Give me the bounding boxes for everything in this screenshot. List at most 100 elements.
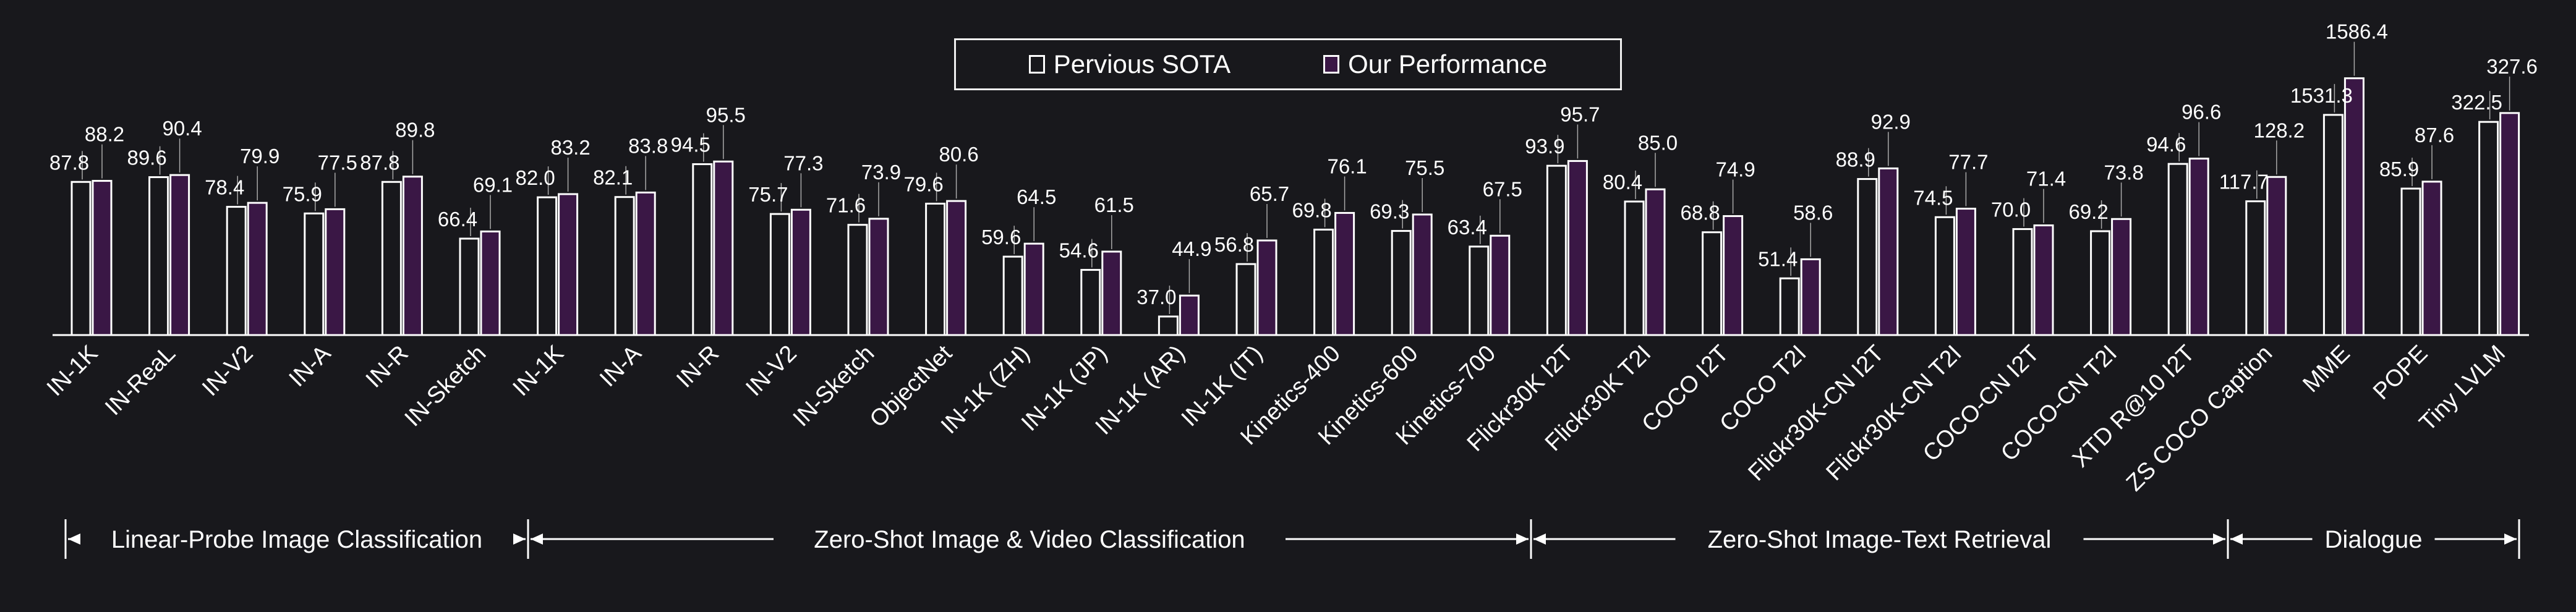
group-arrowhead-left: [2230, 533, 2243, 545]
data-label-previous-sota: 82.0: [515, 166, 555, 189]
bar-previous-sota: [459, 237, 480, 336]
bar-previous-sota: [1857, 178, 1878, 336]
data-label-previous-sota: 93.9: [1525, 135, 1564, 158]
data-label-previous-sota: 54.6: [1059, 239, 1099, 262]
bar-previous-sota: [2167, 163, 2188, 336]
data-label-our-performance: 79.9: [240, 145, 279, 168]
data-label-previous-sota: 117.7: [2219, 171, 2269, 193]
bar-our-performance: [247, 202, 268, 336]
data-label-previous-sota: 87.8: [49, 151, 89, 174]
data-label-previous-sota: 88.9: [1836, 148, 1875, 171]
x-tick-label: POPE: [2368, 341, 2433, 405]
data-label-our-performance: 58.6: [1793, 201, 1833, 224]
bar-previous-sota: [2090, 230, 2111, 336]
data-label-our-performance: 80.6: [939, 143, 978, 166]
bar-previous-sota: [381, 181, 402, 336]
group-arrowhead-right: [513, 533, 526, 545]
bar-our-performance: [1645, 188, 1666, 336]
legend-label-previous-sota: Pervious SOTA: [1053, 49, 1231, 79]
data-label-our-performance: 76.1: [1327, 155, 1367, 177]
data-label-previous-sota: 66.4: [438, 208, 477, 231]
data-label-our-performance: 83.2: [550, 136, 590, 159]
data-label-previous-sota: 82.1: [593, 166, 633, 189]
bar-our-performance: [868, 218, 889, 336]
legend-item-previous-sota: Pervious SOTA: [1028, 49, 1231, 79]
group-label: Dialogue: [2325, 526, 2423, 553]
data-label-previous-sota: 70.0: [1991, 198, 2031, 221]
x-tick-label: IN-A: [595, 340, 647, 392]
bar-previous-sota: [537, 196, 558, 336]
data-label-our-performance: 95.5: [706, 103, 746, 126]
legend-item-our-performance: Our Performance: [1323, 49, 1547, 79]
x-tick-label: Flickr30K-CN I2T: [1743, 341, 1889, 487]
data-label-our-performance: 90.4: [162, 117, 202, 140]
data-label-previous-sota: 59.6: [981, 226, 1021, 249]
data-label-our-performance: 88.2: [85, 123, 124, 146]
bar-previous-sota: [1624, 200, 1645, 336]
data-label-previous-sota: 68.8: [1680, 202, 1720, 224]
x-tick-label: IN-1K: [508, 341, 569, 401]
bar-our-performance: [635, 191, 656, 336]
bar-previous-sota: [692, 163, 713, 336]
data-label-our-performance: 44.9: [1172, 237, 1211, 260]
group-arrowhead-right: [2213, 533, 2225, 545]
group-arrowhead-left: [1533, 533, 1546, 545]
x-tick-label: IN-R: [672, 341, 724, 393]
data-label-our-performance: 65.7: [1250, 182, 1289, 205]
group-arrowhead-right: [2504, 533, 2517, 545]
data-label-previous-sota: 322.5: [2451, 91, 2502, 114]
bar-our-performance: [946, 200, 967, 336]
bar-our-performance: [1878, 167, 1899, 336]
data-label-previous-sota: 94.5: [671, 134, 710, 156]
data-label-our-performance: 69.1: [473, 173, 513, 196]
bar-previous-sota: [2322, 114, 2344, 336]
group-arrowhead-right: [1516, 533, 1529, 545]
data-label-previous-sota: 75.7: [748, 183, 788, 206]
bar-our-performance: [1567, 159, 1588, 336]
bar-previous-sota: [1002, 255, 1023, 336]
data-label-our-performance: 83.8: [628, 134, 668, 157]
legend-swatch-previous-sota: [1028, 55, 1045, 74]
bar-our-performance: [713, 160, 734, 336]
bar-previous-sota: [1934, 216, 1955, 336]
bar-previous-sota: [1235, 263, 1256, 336]
bar-our-performance: [1334, 211, 1355, 336]
data-label-previous-sota: 1531.3: [2290, 84, 2353, 107]
group-label: Zero-Shot Image & Video Classification: [814, 526, 1245, 553]
data-label-previous-sota: 69.3: [1370, 200, 1409, 223]
bar-our-performance: [1490, 234, 1511, 336]
data-label-previous-sota: 87.8: [360, 151, 399, 174]
bar-our-performance: [1179, 294, 1200, 336]
bar-previous-sota: [614, 196, 635, 336]
data-label-our-performance: 85.0: [1638, 131, 1678, 154]
bar-our-performance: [1723, 215, 1744, 336]
data-label-previous-sota: 89.6: [127, 147, 166, 169]
x-tick-label: IN-R: [361, 341, 414, 393]
bar-our-performance: [1955, 208, 1976, 336]
bar-previous-sota: [1080, 269, 1101, 336]
data-label-previous-sota: 63.4: [1448, 216, 1487, 239]
group-arrowhead-left: [68, 533, 80, 545]
bar-our-performance: [2188, 158, 2209, 336]
bar-our-performance: [1023, 242, 1044, 336]
x-tick-label: Tiny LVLM: [2415, 341, 2510, 436]
bar-previous-sota: [847, 224, 868, 336]
bar-previous-sota: [1702, 231, 1723, 336]
legend-label-our-performance: Our Performance: [1348, 49, 1548, 79]
bar-our-performance: [1800, 258, 1821, 336]
bar-previous-sota: [148, 176, 169, 336]
data-label-previous-sota: 71.6: [826, 194, 866, 217]
bar-previous-sota: [1391, 230, 1412, 336]
data-label-our-performance: 92.9: [1871, 110, 1911, 133]
data-label-our-performance: 77.7: [1948, 151, 1988, 174]
x-tick-label: IN-Sketch: [400, 341, 492, 432]
bar-previous-sota: [304, 212, 325, 336]
bar-our-performance: [2111, 218, 2132, 336]
data-label-previous-sota: 69.2: [2068, 200, 2108, 223]
data-label-previous-sota: 94.6: [2146, 133, 2186, 156]
data-label-previous-sota: 75.9: [283, 182, 322, 205]
bar-previous-sota: [2478, 121, 2499, 336]
x-tick-label: MME: [2298, 341, 2355, 397]
bar-our-performance: [325, 208, 346, 336]
bar-our-performance: [790, 208, 811, 336]
